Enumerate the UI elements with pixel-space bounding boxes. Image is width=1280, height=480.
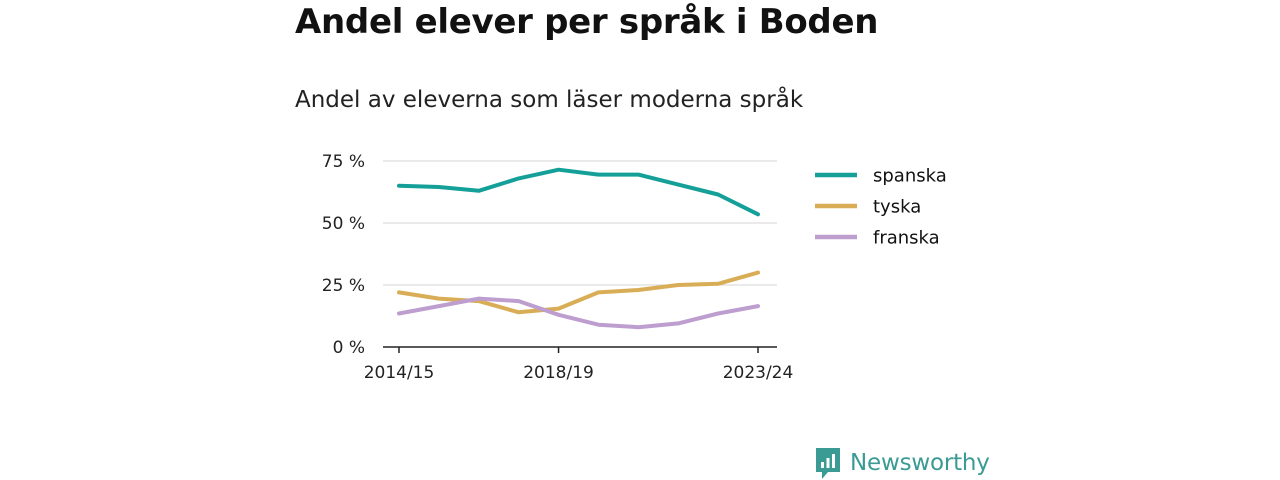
x-axis: 2014/15 2018/19 2023/24: [364, 346, 794, 383]
x-tick-label: 2014/15: [364, 363, 435, 383]
chart-subtitle: Andel av eleverna som läser moderna språ…: [295, 87, 804, 113]
series-line-tyska: [397, 270, 760, 315]
x-tick-label: 2018/19: [523, 363, 594, 383]
y-tick-label: 0 %: [333, 338, 365, 358]
legend-item-tyska: tyska: [815, 197, 921, 218]
legend-label: spanska: [873, 166, 947, 187]
series-line-spanska: [397, 167, 760, 217]
newsworthy-logo-icon: [816, 448, 840, 479]
brand-logo: Newsworthy: [814, 445, 990, 480]
legend-label: tyska: [873, 197, 921, 218]
chart-title: Andel elever per språk i Boden: [295, 2, 879, 42]
y-tick-label: 75 %: [322, 152, 365, 172]
x-tick-label: 2023/24: [723, 363, 794, 383]
grid-layer: 0 % 25 % 50 % 75 %: [322, 152, 777, 358]
legend-label: franska: [873, 228, 940, 249]
legend-item-franska: franska: [815, 228, 940, 249]
brand-name: Newsworthy: [850, 450, 990, 476]
legend: spanska tyska franska: [815, 166, 947, 249]
y-tick-label: 50 %: [322, 214, 365, 234]
y-tick-label: 25 %: [322, 276, 365, 296]
series-line-franska: [397, 296, 760, 330]
legend-item-spanska: spanska: [815, 166, 947, 187]
series-layer: [397, 167, 760, 330]
